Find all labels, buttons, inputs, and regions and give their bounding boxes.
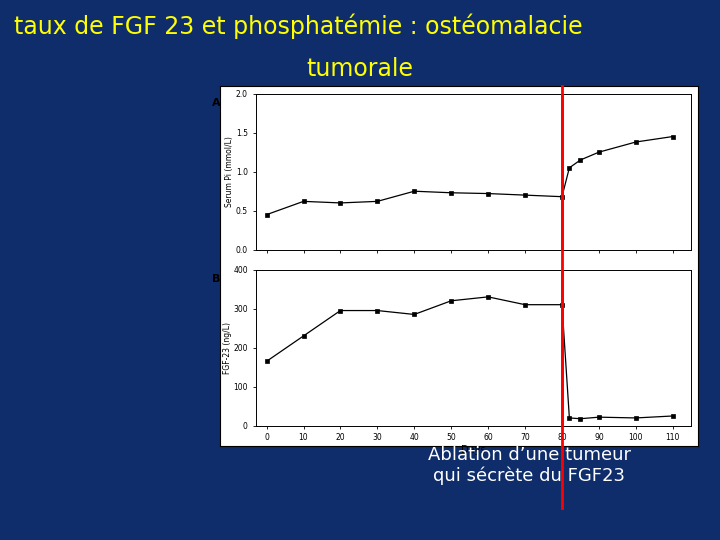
Y-axis label: FGF-23 (ng/L): FGF-23 (ng/L) [223,322,232,374]
Text: tumorale: tumorale [307,57,413,80]
Text: A: A [212,98,220,108]
X-axis label: Days: Days [461,445,485,455]
Text: B: B [212,274,220,284]
Text: taux de FGF 23 et phosphatémie : ostéomalacie: taux de FGF 23 et phosphatémie : ostéoma… [14,14,583,39]
Text: Ablation d’une tumeur
qui sécrète du FGF23: Ablation d’une tumeur qui sécrète du FGF… [428,446,631,485]
Y-axis label: Serum Pi (mmol/L): Serum Pi (mmol/L) [225,136,234,207]
